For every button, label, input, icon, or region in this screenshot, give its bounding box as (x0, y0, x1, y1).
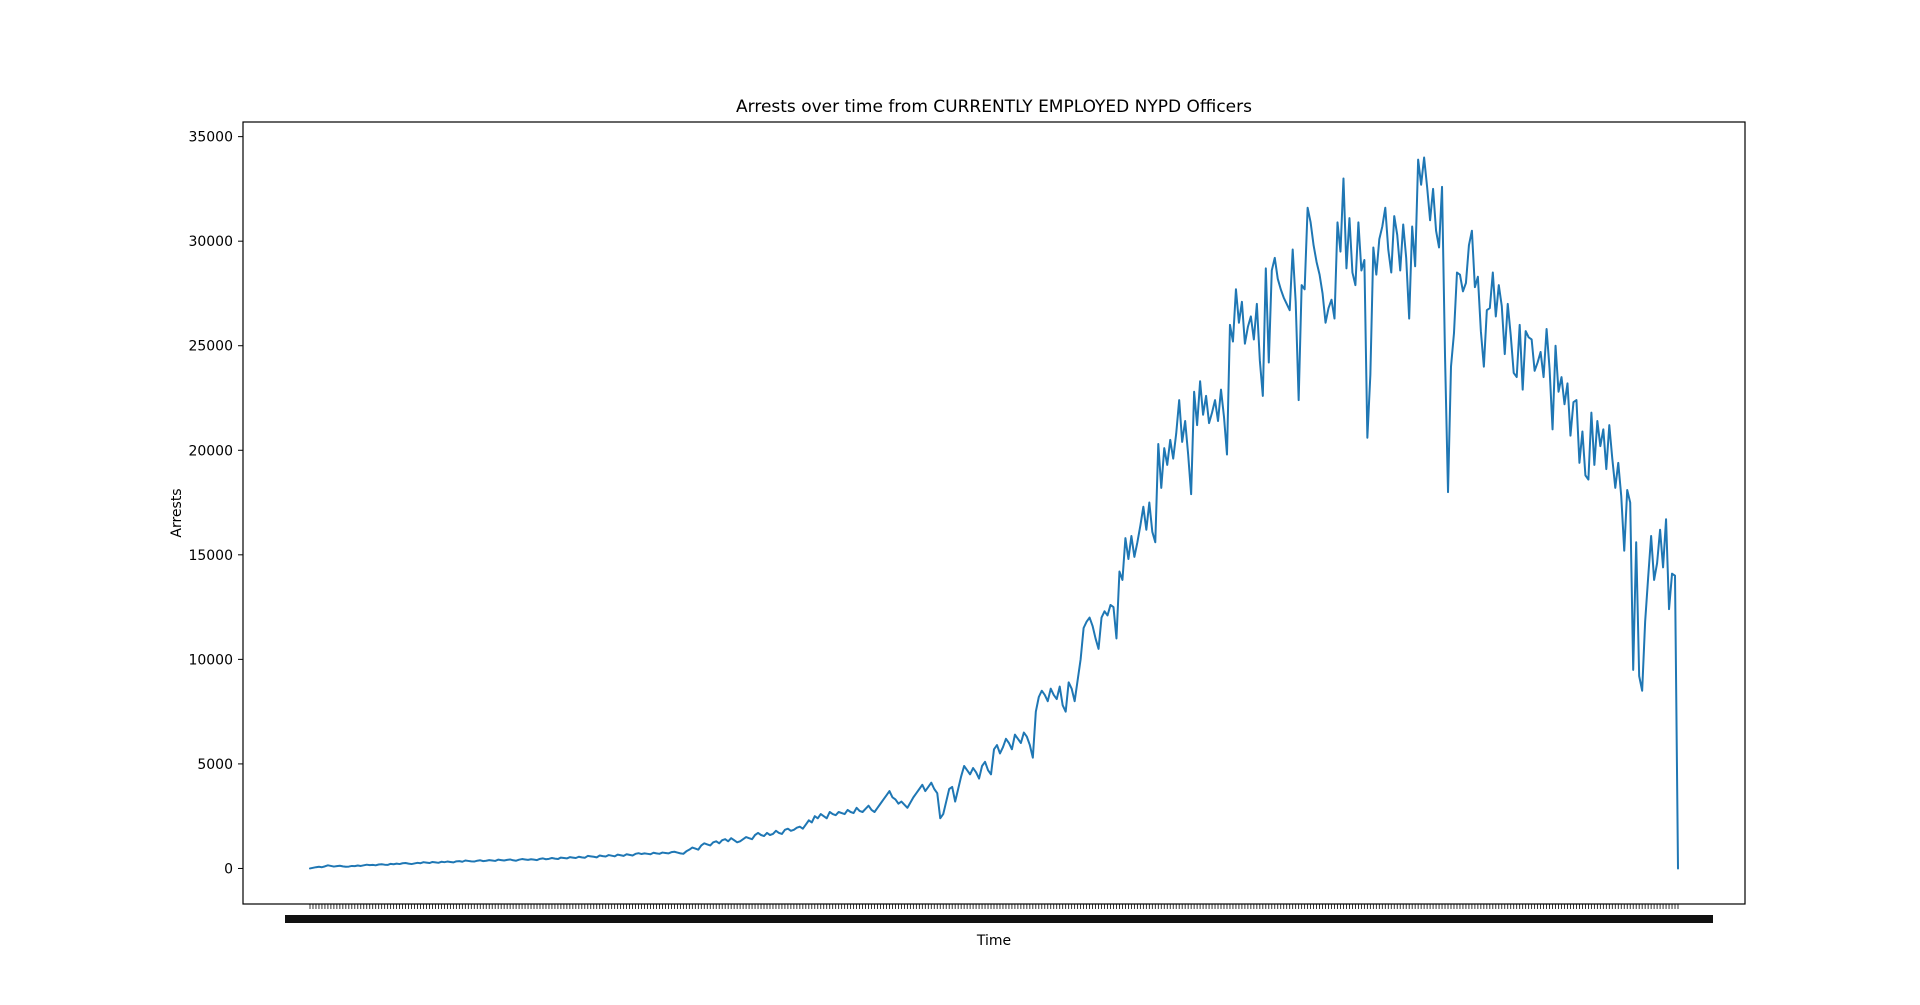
y-tick-label: 30000 (188, 234, 233, 250)
y-tick-label: 5000 (197, 757, 233, 773)
x-axis (285, 904, 1713, 923)
plot-area-frame (242, 121, 1746, 905)
series-line (309, 156, 1679, 870)
y-tick-label: 10000 (188, 652, 233, 668)
x-tick-labels-overlapped (285, 915, 1713, 923)
y-axis: 0 5000 10000 15000 20000 25000 30000 35000 (188, 130, 243, 877)
y-tick-label: 25000 (188, 339, 233, 355)
y-axis-label: Arrests (169, 488, 185, 537)
chart-title: Arrests over time from CURRENTLY EMPLOYE… (736, 97, 1252, 117)
y-tick-label: 20000 (188, 443, 233, 459)
y-tick-label: 15000 (188, 548, 233, 564)
y-tick-label: 35000 (188, 130, 233, 146)
x-axis-label: Time (976, 933, 1011, 949)
y-tick-label: 0 (224, 861, 233, 877)
